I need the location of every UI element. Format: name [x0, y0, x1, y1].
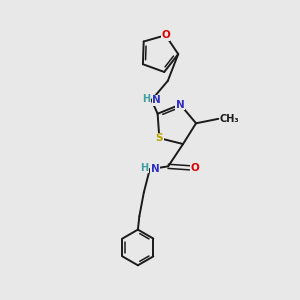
Text: O: O [190, 163, 199, 173]
Text: N: N [152, 95, 161, 105]
Text: H: H [142, 94, 150, 104]
Text: CH₃: CH₃ [219, 114, 239, 124]
Text: H: H [140, 163, 148, 172]
Text: N: N [176, 100, 185, 110]
Text: O: O [161, 30, 170, 40]
Text: S: S [156, 133, 163, 143]
Text: N: N [151, 164, 160, 174]
